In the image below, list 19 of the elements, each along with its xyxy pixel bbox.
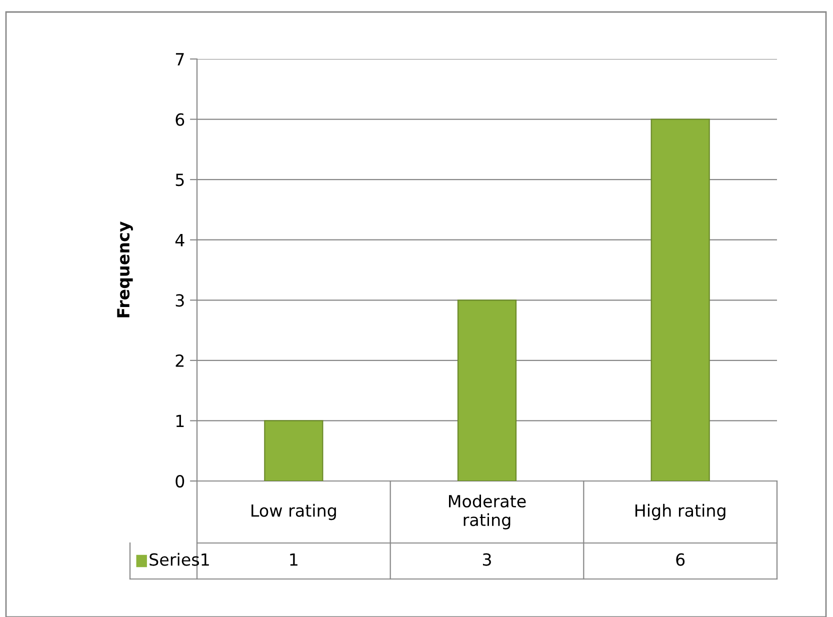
data-label: 3 (482, 553, 491, 566)
y-tick-label: 3 (176, 294, 184, 307)
y-tick-label: 2 (176, 354, 184, 367)
x-tick-label: Low rating (252, 504, 336, 520)
x-tick-label: High rating (635, 504, 726, 520)
y-tick-label: 1 (176, 414, 184, 428)
data-label: 6 (676, 553, 685, 566)
y-tick-label: 6 (176, 113, 184, 126)
y-tick-label: 0 (176, 474, 184, 488)
y-tick-label: 7 (176, 53, 184, 66)
legend-label: Series1 (150, 552, 209, 566)
data-label: 1 (290, 553, 298, 566)
bar (457, 300, 517, 481)
y-axis-title: Frequency (117, 222, 133, 318)
bar (264, 420, 324, 481)
y-tick-label: 4 (175, 234, 184, 246)
bar (650, 118, 710, 481)
x-tick-label: Moderate rating (449, 494, 526, 530)
y-tick-label: 5 (176, 174, 184, 186)
